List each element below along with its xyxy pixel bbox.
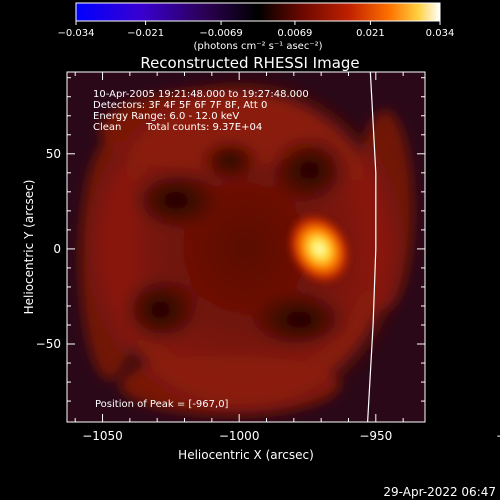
colorbar: −0.034 −0.021 −0.0069 0.0069 0.021 0.034 (pho… — [57, 2, 454, 52]
x-tick-label: −900 — [496, 429, 500, 443]
x-tick-label: −1050 — [82, 429, 123, 443]
y-axis-label: Heliocentric Y (arcsec) — [22, 180, 36, 315]
emission-ring-right — [357, 110, 413, 310]
dark-region-4 — [250, 290, 350, 350]
annotation-clean: Clean — [93, 122, 121, 133]
y-tick-label: −50 — [36, 337, 61, 351]
colorbar-tick-label: −0.0069 — [199, 28, 242, 39]
x-tick-label: −950 — [359, 429, 392, 443]
plot-frame — [66, 71, 426, 423]
colorbar-ticks: −0.034 −0.021 −0.0069 0.0069 0.021 0.034 — [57, 21, 454, 39]
annotation-total-counts: Total counts: 9.37E+04 — [145, 122, 262, 133]
colorbar-tick-label: 0.034 — [426, 28, 455, 39]
timestamp: 29-Apr-2022 06:47 — [383, 485, 496, 499]
dark-region-3 — [120, 275, 200, 345]
chart-title: Reconstructed RHESSI Image — [140, 54, 359, 72]
x-tick-label: −1000 — [219, 429, 260, 443]
colorbar-gradient — [75, 2, 441, 22]
y-tick-label: 0 — [53, 242, 61, 256]
annotation-detectors: Detectors: 3F 4F 5F 6F 7F 8F, Att 0 — [93, 100, 267, 111]
peak-source — [285, 210, 354, 288]
plot-area — [67, 72, 425, 422]
emission-ring-left — [80, 140, 140, 380]
colorbar-units: (photons cm⁻² s⁻¹ asec⁻²) — [193, 41, 322, 52]
y-axis: −50 0 50 — [36, 77, 425, 402]
annotation-time: 10-Apr-2005 19:21:48.000 to 19:27:48.000 — [93, 89, 309, 100]
heatmap-image — [80, 73, 413, 422]
emission-ring-lower — [120, 355, 340, 415]
solar-limb — [367, 72, 377, 422]
peak-position-label: Position of Peak = [-967,0] — [95, 399, 229, 410]
dark-region-2 — [270, 135, 350, 205]
emission-ring-upper — [100, 90, 320, 170]
colorbar-tick-label: 0.0069 — [277, 28, 312, 39]
colorbar-tick-label: −0.034 — [57, 28, 94, 39]
annotation-block: 10-Apr-2005 19:21:48.000 to 19:27:48.000… — [93, 89, 309, 410]
dark-region-1 — [130, 170, 220, 230]
colorbar-tick-label: 0.021 — [356, 28, 385, 39]
annotation-energy: Energy Range: 6.0 - 12.0 keV — [93, 111, 239, 122]
x-axis: −1050 −1000 −950 −900 — [74, 72, 500, 443]
y-tick-label: 50 — [46, 147, 61, 161]
colorbar-tick-label: −0.021 — [127, 28, 164, 39]
dark-region-5 — [200, 140, 260, 180]
x-axis-label: Heliocentric X (arcsec) — [178, 448, 314, 462]
